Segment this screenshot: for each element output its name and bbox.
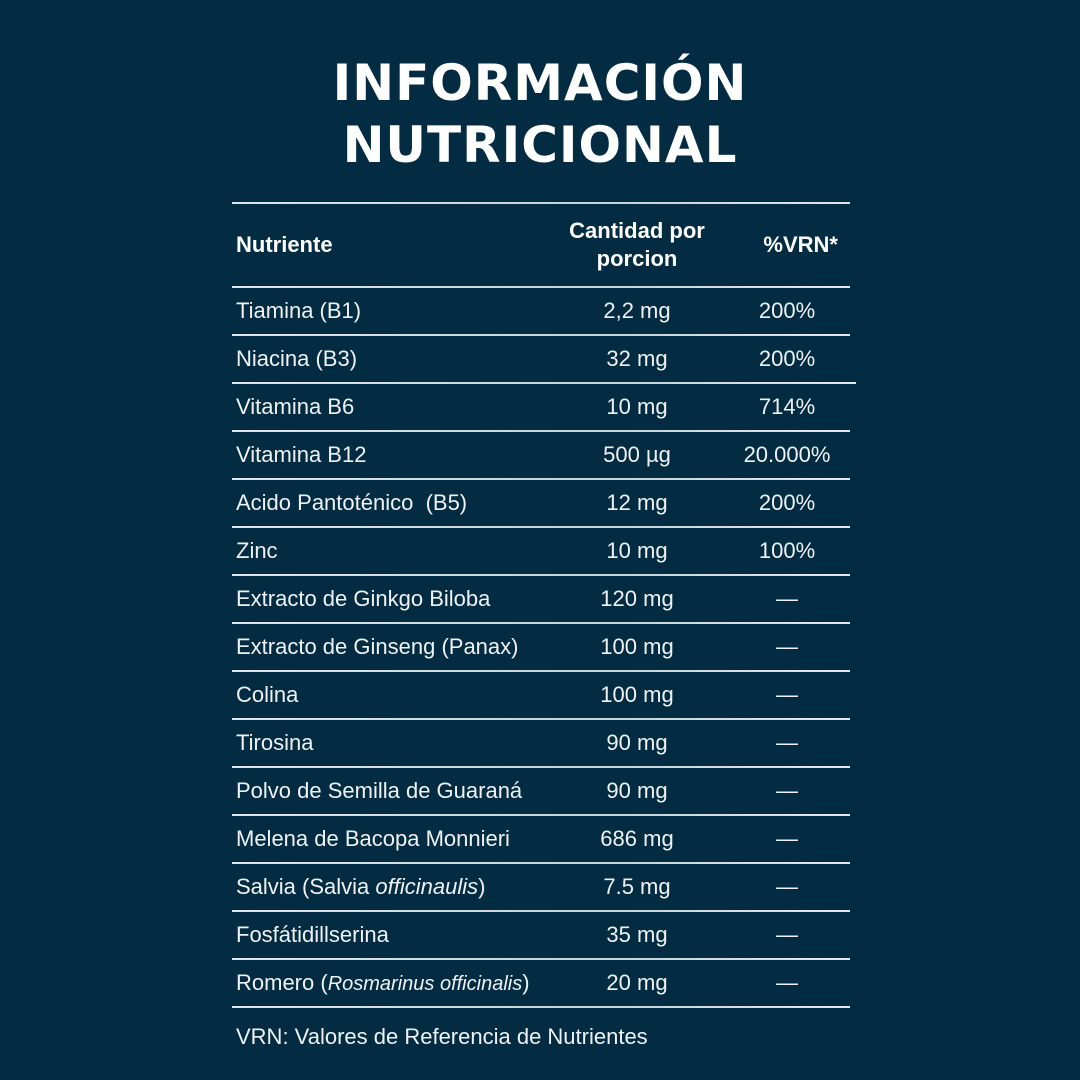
nutrient-vrn: — [776,826,798,851]
nutrient-amount: 10 mg [606,394,668,419]
page-title: INFORMACIÓN NUTRICIONAL [0,52,1080,176]
table-row: Extracto de Ginkgo Biloba 120 mg — [232,576,850,622]
divider [232,910,850,912]
table-row: Fosfátidillserina 35 mg — [232,912,850,958]
nutrient-amount: 2,2 mg [603,298,671,323]
header-amount: Cantidad por porcion [569,218,705,271]
nutrient-amount: 35 mg [606,922,668,947]
table-row: Salvia (Salvia officinaulis) 7.5 mg — [232,864,850,910]
nutrient-vrn: 200% [758,346,816,371]
table-row: Tirosina 90 mg — [232,720,850,766]
header-vrn: %VRN* [763,232,838,257]
divider [232,862,850,864]
footnote: VRN: Valores de Referencia de Nutrientes [236,1024,648,1049]
nutrient-name: Niacina (B3) [236,346,358,371]
nutrient-vrn: — [776,586,798,611]
nutrient-vrn: 100% [758,538,816,563]
divider [232,574,850,576]
nutrient-name: Tirosina [236,730,314,755]
table-row: Tiamina (B1) 2,2 mg 200% [232,288,850,334]
nutrient-name: Fosfátidillserina [236,922,389,947]
nutrient-name: Romero (Rosmarinus officinalis) [236,970,530,995]
nutrient-name: Melena de Bacopa Monnieri [236,826,510,851]
nutrient-vrn: — [776,634,798,659]
divider [232,202,850,204]
nutrient-name: Tiamina (B1) [236,298,362,323]
nutrient-name: Vitamina B6 [236,394,355,419]
nutrient-amount: 32 mg [606,346,668,371]
table-row: Vitamina B12 500 µg 20.000% [232,432,850,478]
nutrient-amount: 120 mg [600,586,674,611]
nutrient-vrn: — [776,730,798,755]
nutrient-vrn: 20.000% [743,442,831,467]
nutrient-vrn: 200% [758,490,816,515]
nutrient-amount: 686 mg [600,826,674,851]
table-row: Polvo de Semilla de Guaraná 90 mg — [232,768,850,814]
divider [232,670,850,672]
header-nutrient: Nutriente [236,232,333,257]
nutrient-vrn: — [776,970,798,995]
nutrient-name: Extracto de Ginseng (Panax) [236,634,519,659]
table-row: Niacina (B3) 32 mg 200% [232,336,850,382]
divider [232,1006,850,1008]
table-row: Romero (Rosmarinus officinalis) 20 mg — [232,960,850,1006]
divider [232,526,850,528]
nutrient-amount: 100 mg [600,682,674,707]
divider [232,382,856,384]
table-row: Acido Pantoténico (B5) 12 mg 200% [232,480,850,526]
nutrient-name: Zinc [236,538,278,563]
nutrient-vrn: — [776,922,798,947]
nutrient-name: Polvo de Semilla de Guaraná [236,778,523,803]
nutrient-vrn: 200% [758,298,816,323]
divider [232,622,850,624]
nutrient-name: Acido Pantoténico (B5) [236,490,468,515]
nutrient-amount: 7.5 mg [603,874,671,899]
nutrient-vrn: — [776,778,798,803]
divider [232,958,850,960]
nutrient-name: Vitamina B12 [236,442,367,467]
table-row: Colina 100 mg — [232,672,850,718]
table-row: Zinc 10 mg 100% [232,528,850,574]
nutrient-vrn: 714% [758,394,816,419]
divider [232,718,850,720]
nutrient-amount: 10 mg [606,538,668,563]
divider [232,478,850,480]
divider [232,334,850,336]
table-row: Melena de Bacopa Monnieri 686 mg — [232,816,850,862]
nutrient-name: Colina [236,682,299,707]
title-line-2: NUTRICIONAL [342,116,738,174]
nutrient-amount: 90 mg [606,730,668,755]
nutrient-name: Salvia (Salvia officinaulis) [236,874,486,899]
divider [232,286,850,288]
table-header: Nutriente Cantidad por porcion %VRN* [232,204,850,286]
divider [232,430,850,432]
nutrient-amount: 500 µg [603,442,671,467]
divider [232,766,850,768]
nutrient-amount: 90 mg [606,778,668,803]
table-row: Extracto de Ginseng (Panax) 100 mg — [232,624,850,670]
nutrient-amount: 12 mg [606,490,668,515]
nutrient-vrn: — [776,874,798,899]
nutrient-vrn: — [776,682,798,707]
title-line-1: INFORMACIÓN [332,54,748,112]
nutrient-amount: 100 mg [600,634,674,659]
nutrient-name: Extracto de Ginkgo Biloba [236,586,491,611]
nutrient-amount: 20 mg [606,970,668,995]
divider [232,814,850,816]
nutrition-table: Nutriente Cantidad por porcion %VRN* Tia… [232,202,856,1008]
table-row: Vitamina B6 10 mg 714% [232,384,850,430]
